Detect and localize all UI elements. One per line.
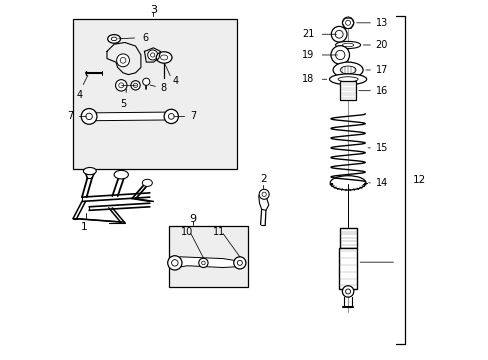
Ellipse shape [329, 176, 365, 190]
Circle shape [164, 109, 178, 123]
Circle shape [198, 258, 207, 267]
Ellipse shape [329, 74, 366, 85]
Text: 16: 16 [375, 86, 387, 96]
Bar [169, 226, 247, 287]
Text: 13: 13 [375, 18, 387, 28]
Circle shape [142, 78, 149, 85]
Text: 3: 3 [150, 5, 157, 15]
Text: 6: 6 [142, 33, 148, 43]
Text: 12: 12 [412, 175, 426, 185]
Circle shape [331, 26, 346, 42]
Circle shape [167, 256, 182, 270]
Text: 18: 18 [301, 74, 313, 84]
Text: 7: 7 [67, 111, 74, 121]
Ellipse shape [142, 179, 152, 186]
Text: 15: 15 [375, 143, 387, 153]
Ellipse shape [332, 62, 363, 78]
Ellipse shape [83, 167, 96, 175]
Text: 11: 11 [213, 227, 225, 237]
Ellipse shape [335, 41, 360, 49]
Circle shape [330, 46, 349, 64]
Text: 19: 19 [301, 50, 313, 60]
Text: 7: 7 [189, 111, 196, 121]
Ellipse shape [114, 170, 128, 179]
Circle shape [342, 286, 353, 297]
Polygon shape [171, 257, 241, 267]
Text: 5: 5 [121, 99, 126, 109]
Text: 20: 20 [375, 40, 387, 50]
Circle shape [259, 189, 268, 199]
Bar [73, 19, 237, 169]
Circle shape [81, 109, 97, 124]
Circle shape [131, 81, 140, 90]
Circle shape [116, 54, 129, 67]
Text: 14: 14 [375, 178, 387, 188]
Circle shape [115, 80, 127, 91]
Ellipse shape [156, 52, 172, 63]
Polygon shape [89, 112, 171, 121]
Circle shape [233, 257, 245, 269]
Text: 1: 1 [81, 222, 88, 232]
Circle shape [147, 50, 157, 60]
Bar [340, 81, 355, 100]
Text: 2: 2 [260, 174, 266, 184]
Text: 21: 21 [301, 29, 313, 39]
Text: 4: 4 [76, 90, 82, 100]
Ellipse shape [107, 35, 121, 43]
Text: 4: 4 [173, 76, 179, 86]
Bar [339, 228, 356, 248]
Circle shape [342, 17, 353, 28]
Text: 10: 10 [181, 227, 193, 237]
Polygon shape [258, 193, 268, 210]
Text: 8: 8 [160, 83, 166, 93]
Text: 17: 17 [375, 65, 387, 75]
Bar [338, 248, 357, 289]
Text: 9: 9 [189, 214, 196, 224]
